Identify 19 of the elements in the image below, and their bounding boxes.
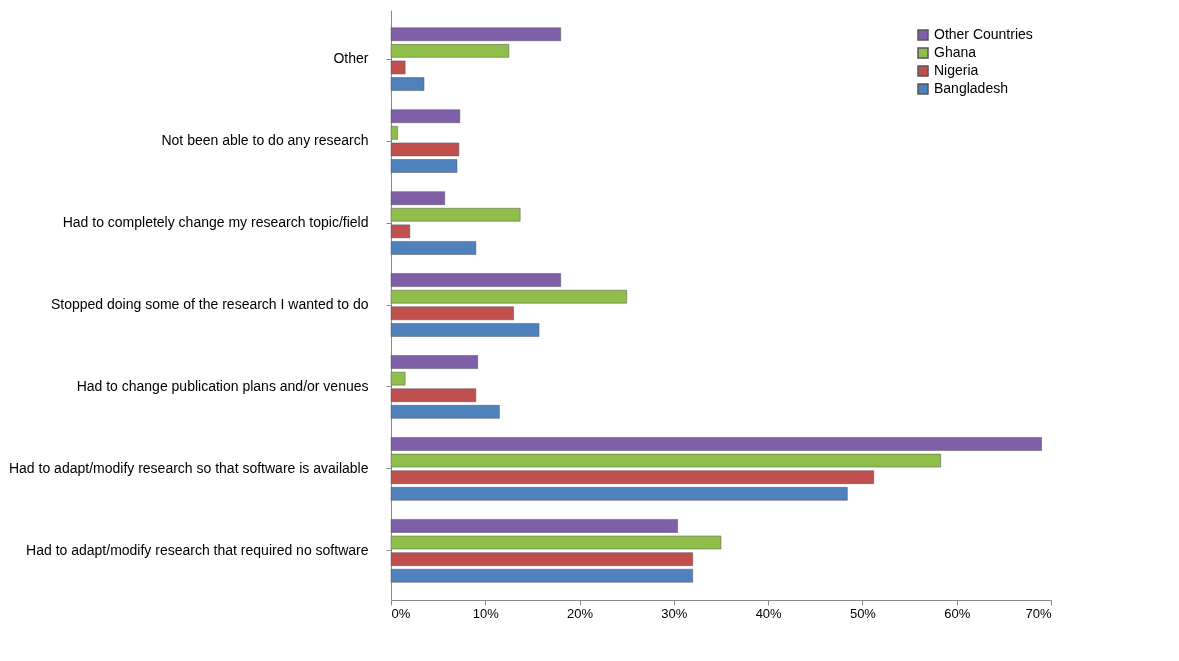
y-tick-label: Had to completely change my research topic/field — [62, 214, 369, 231]
x-tick-label: 50% — [849, 605, 877, 621]
x-tick-label: 20% — [567, 605, 594, 621]
x-tick-label: 0% — [391, 605, 411, 621]
x-tick-label: 40% — [755, 605, 783, 621]
y-tick-label: Had to change publication plans and/or venues — [76, 377, 369, 394]
y-tick-label: Not been able to do any research — [161, 132, 369, 149]
x-tick-label: 60% — [944, 605, 971, 621]
legend-label: Nigeria — [934, 62, 979, 78]
y-tick-label: Had to adapt/modify research that required no software — [26, 541, 369, 558]
legend-label: Ghana — [934, 44, 977, 60]
y-tick-label: Had to adapt/modify research so that software is available — [8, 459, 369, 476]
x-tick-label: 10% — [472, 605, 500, 621]
y-tick-label: Stopped doing some of the research I wanted to do — [50, 296, 369, 312]
y-tick-label: Other — [333, 50, 369, 67]
legend-label: Bangladesh — [934, 80, 1008, 96]
x-tick-label: 70% — [1025, 605, 1052, 621]
x-tick-label: 30% — [661, 605, 688, 621]
legend-label: Other Countries — [934, 26, 1033, 42]
